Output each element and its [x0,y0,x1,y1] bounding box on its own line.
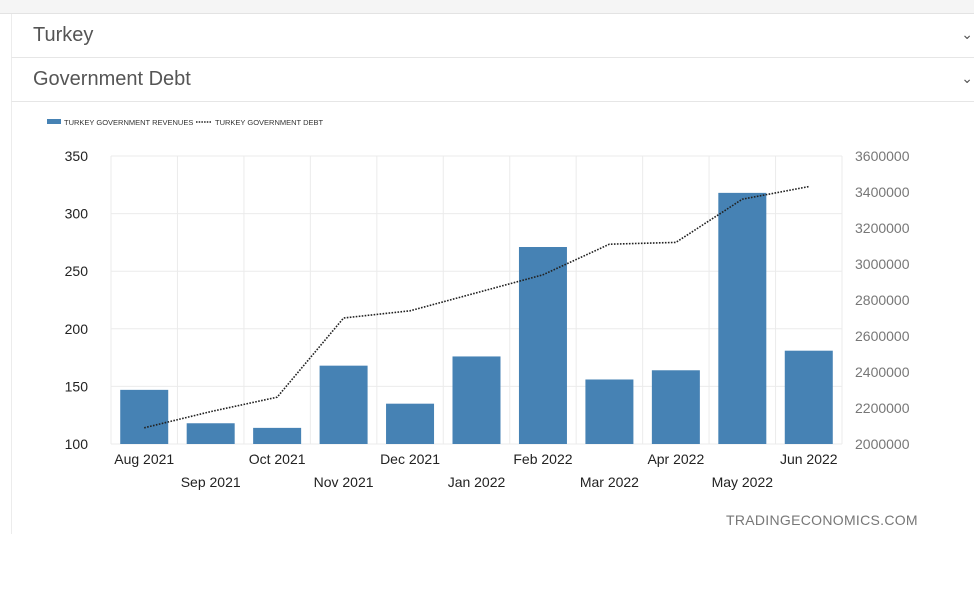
x-tick-label: Mar 2022 [580,474,639,490]
country-panel-header[interactable]: Turkey ⌄ [11,14,974,58]
right-tick-label: 2200000 [855,400,910,416]
revenue-bar [518,247,567,444]
revenue-bar [186,423,235,444]
revenue-bar [718,192,767,444]
right-tick-label: 2800000 [855,292,910,308]
right-tick-label: 2600000 [855,328,910,344]
chevron-down-icon[interactable]: ⌄ [961,70,973,86]
revenue-bar [253,427,302,444]
legend-line-label: TURKEY GOVERNMENT DEBT [215,118,323,127]
x-tick-label: Nov 2021 [314,474,374,490]
chevron-down-icon[interactable]: ⌄ [961,26,973,42]
left-tick-label: 200 [65,321,89,337]
revenue-bar [452,356,501,444]
x-axis-labels: Aug 2021 Sep 2021 Oct 2021 Nov 2021 Dec 2021… [114,451,838,490]
x-tick-label: Dec 2021 [380,451,440,467]
left-tick-label: 350 [65,148,89,164]
indicator-title: Government Debt [33,68,191,90]
revenue-bars [120,192,833,444]
x-tick-label: Feb 2022 [513,451,572,467]
watermark: TRADINGECONOMICS.COM [726,512,918,528]
left-tick-label: 250 [65,263,89,279]
country-title: Turkey [33,24,94,46]
legend-bar-swatch [47,119,61,124]
x-tick-label: May 2022 [712,474,774,490]
revenue-bar [651,370,700,444]
right-tick-label: 2000000 [855,436,910,452]
revenue-bar [120,389,169,444]
right-tick-label: 3000000 [855,256,910,272]
debt-line [144,185,809,429]
x-tick-label: Oct 2021 [249,451,306,467]
x-tick-label: Jun 2022 [780,451,838,467]
left-tick-label: 300 [65,206,89,222]
x-tick-label: Apr 2022 [647,451,704,467]
chart-legend: TURKEY GOVERNMENT REVENUES TURKEY GOVERN… [47,118,323,127]
x-tick-label: Jan 2022 [448,474,506,490]
left-tick-label: 100 [65,436,89,452]
x-tick-label: Sep 2021 [181,474,241,490]
revenue-bar [784,350,833,444]
right-tick-label: 3200000 [855,220,910,236]
revenue-bar [319,365,368,444]
top-strip [0,0,974,14]
chart-svg: TURKEY GOVERNMENT REVENUES TURKEY GOVERN… [47,118,910,490]
chart-container: TURKEY GOVERNMENT REVENUES TURKEY GOVERN… [11,102,974,534]
x-tick-label: Aug 2021 [114,451,174,467]
right-tick-label: 3400000 [855,184,910,200]
right-tick-label: 2400000 [855,364,910,380]
debt-line-series [144,185,809,429]
revenue-bar [386,403,435,444]
indicator-panel-header[interactable]: Government Debt ⌄ [11,58,974,102]
left-axis-ticks: 100 150 200 250 300 350 [65,148,89,452]
right-axis-ticks: 2000000 2200000 2400000 2600000 2800000 30000… [855,148,910,452]
legend-bar-label: TURKEY GOVERNMENT REVENUES [64,118,193,127]
left-tick-label: 150 [65,378,89,394]
right-tick-label: 3600000 [855,148,910,164]
revenue-bar [585,379,634,444]
chart-grid [110,155,843,445]
